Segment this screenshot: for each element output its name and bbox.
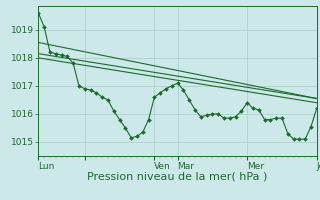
X-axis label: Pression niveau de la mer( hPa ): Pression niveau de la mer( hPa ) <box>87 172 268 182</box>
